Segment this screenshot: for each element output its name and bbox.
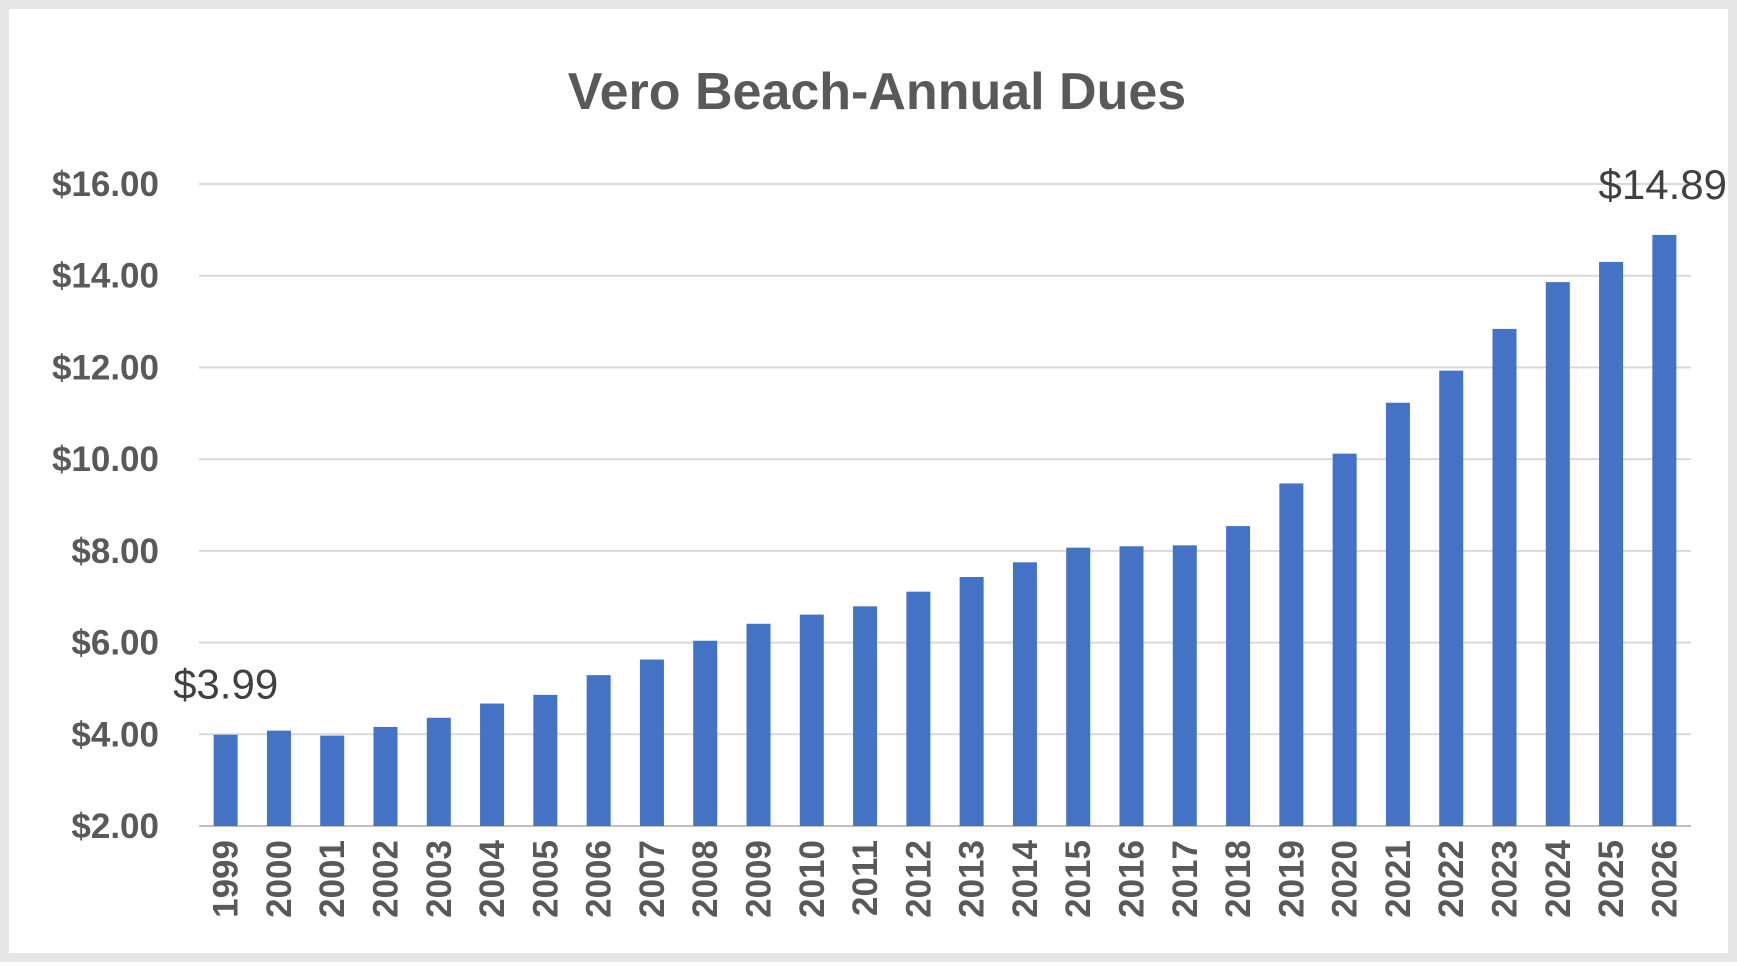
x-tick-label: 2019 [1272,840,1311,918]
x-tick-label: 2024 [1539,839,1578,917]
bar-2005 [533,694,558,826]
y-axis: $2.00 $4.00 $6.00 $8.00 $10.00 $12.00 $14.00 $1… [52,165,159,846]
bar-2014 [1012,562,1037,826]
x-tick-label: 2025 [1592,840,1631,918]
y-tick-label: $16.00 [52,165,159,204]
x-tick-label: 2005 [526,840,565,918]
x-tick-label: 2013 [953,840,992,918]
bar-2021 [1385,402,1410,826]
y-tick-label: $2.00 [71,807,159,846]
y-tick-label: $8.00 [71,532,159,571]
bar-2000 [266,730,291,826]
bar-2020 [1332,453,1357,826]
x-tick-label: 2022 [1432,840,1471,918]
x-tick-label: 2000 [260,840,299,918]
x-tick-label: 2008 [686,840,725,918]
chart-title: Vero Beach-Annual Dues [568,63,1186,121]
x-tick-label: 2016 [1113,840,1152,918]
x-tick-label: 2012 [899,840,938,918]
x-tick-label: 1999 [207,840,246,918]
gridlines [199,183,1691,827]
data-label: $3.99 [173,661,278,708]
bar-2004 [480,703,505,826]
bar-2001 [320,735,345,826]
bar-2019 [1279,483,1304,826]
x-tick-label: 2021 [1379,840,1418,918]
x-tick-label: 2003 [420,840,459,918]
y-tick-label: $6.00 [71,624,159,663]
y-tick-label: $4.00 [71,715,159,754]
bar-2016 [1119,546,1144,826]
x-tick-label: 2014 [1006,839,1045,917]
x-tick-label: 2004 [473,839,512,917]
x-tick-label: 2015 [1059,840,1098,918]
x-tick-label: 2010 [793,840,832,918]
bar-2009 [746,623,771,826]
bar-2012 [906,591,931,826]
x-tick-label: 2018 [1219,840,1258,918]
bar-2022 [1439,370,1464,826]
y-tick-label: $10.00 [52,440,159,479]
x-tick-label: 2026 [1645,840,1684,918]
bar-2006 [586,675,611,826]
bar-2013 [959,576,984,826]
data-labels: $3.99 $14.89 [173,161,1727,708]
bar-2002 [373,726,398,826]
x-tick-label: 2017 [1166,840,1205,918]
bar-2023 [1492,328,1517,826]
bar-2017 [1172,545,1197,826]
data-label: $14.89 [1599,161,1727,208]
x-tick-label: 2001 [313,840,352,918]
bar-2015 [1066,547,1091,826]
bar-2003 [426,717,451,826]
y-tick-label: $12.00 [52,348,159,387]
x-tick-label: 2006 [580,840,619,918]
x-axis: 1999 2000 2001 2002 2003 2004 2005 2006 2007 2008… [207,839,1685,917]
x-tick-label: 2009 [740,840,779,918]
bar-2011 [853,606,878,826]
x-tick-label: 2020 [1326,840,1365,918]
bar-2008 [693,640,718,826]
bar-2007 [639,659,664,826]
bar-2024 [1545,282,1570,826]
bar-2010 [799,614,824,826]
bar-2018 [1226,526,1251,826]
bar-1999 [213,734,238,826]
bar-2025 [1599,261,1624,826]
y-tick-label: $14.00 [52,257,159,296]
x-tick-label: 2002 [367,840,406,918]
x-tick-label: 2011 [846,840,885,916]
bar-chart: Vero Beach-Annual Dues $2.00 $4.00 $6.00 $8… [52,63,1727,918]
x-tick-label: 2007 [633,840,672,918]
bars [213,234,1677,826]
bar-2026 [1652,234,1677,826]
x-tick-label: 2023 [1486,840,1525,918]
